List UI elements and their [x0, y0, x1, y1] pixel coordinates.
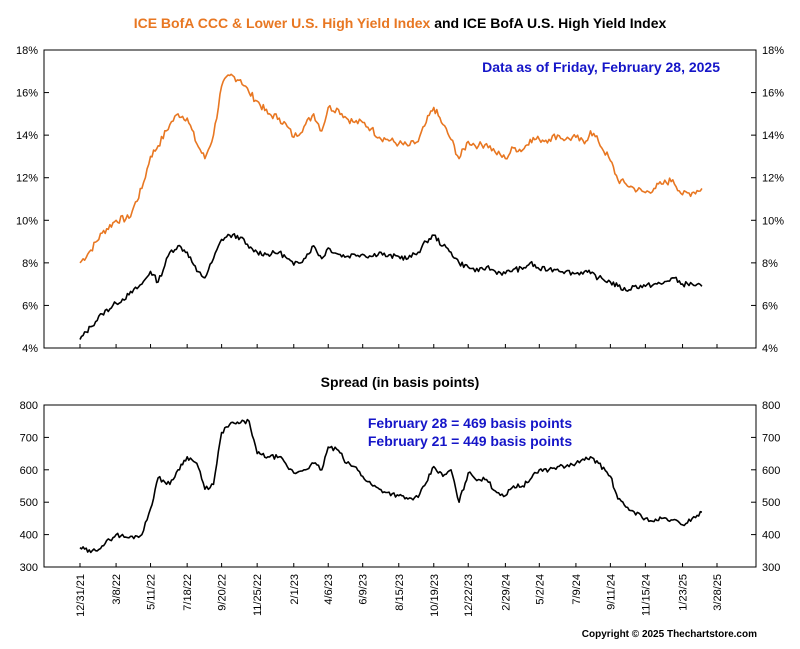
x-tick-label: 11/25/22 — [252, 574, 264, 616]
spread-y-tick-label-right: 400 — [762, 530, 780, 542]
x-tick-label: 2/1/23 — [289, 574, 301, 605]
top-y-tick-label-left: 16% — [16, 88, 38, 100]
top-y-tick-label-right: 18% — [762, 45, 784, 57]
x-tick-label: 9/20/22 — [217, 574, 229, 611]
spread-annotation-feb21: February 21 = 449 basis points — [368, 433, 572, 449]
top-y-tick-label-left: 10% — [16, 215, 38, 227]
spread-y-tick-label-left: 800 — [20, 400, 38, 412]
top-chart-title-ccc: ICE BofA CCC & Lower U.S. High Yield Ind… — [134, 15, 431, 31]
x-tick-label: 3/28/25 — [712, 574, 724, 611]
top-x-tick-marks — [79, 344, 718, 348]
x-tick-label: 5/11/22 — [146, 574, 158, 610]
x-tick-label: 2/29/24 — [500, 574, 512, 611]
top-chart-title: ICE BofA CCC & Lower U.S. High Yield Ind… — [134, 15, 667, 31]
top-y-tick-label-right: 12% — [762, 173, 784, 185]
top-plot-frame — [43, 49, 757, 349]
x-tick-label: 6/9/23 — [358, 574, 370, 605]
top-chart-title-hy: and ICE BofA U.S. High Yield Index — [430, 15, 666, 31]
spread-y-tick-label-left: 500 — [20, 497, 38, 509]
top-y-tick-label-right: 14% — [762, 130, 784, 142]
spread-y-tick-label-left: 400 — [20, 530, 38, 542]
top-y-tick-label-right: 4% — [762, 343, 778, 355]
x-tick-label: 4/6/23 — [323, 574, 335, 605]
top-y-tick-label-right: 10% — [762, 215, 784, 227]
spread-y-tick-label-left: 600 — [20, 465, 38, 477]
spread-line — [79, 418, 703, 554]
spread-y-axis-left: 300 400 500 600 700 800 — [20, 400, 49, 574]
x-tick-label: 9/11/24 — [605, 574, 617, 610]
data-as-of-annotation: Data as of Friday, February 28, 2025 — [482, 59, 720, 75]
top-y-tick-label-right: 8% — [762, 258, 778, 270]
top-y-tick-label-right: 6% — [762, 300, 778, 312]
x-tick-label: 11/15/24 — [640, 574, 652, 616]
x-tick-label: 1/23/25 — [678, 574, 690, 611]
top-y-axis-right: 4% 6% 8% 10% 12% 14% 16% 18% — [751, 45, 784, 355]
x-tick-label: 7/9/24 — [571, 574, 583, 605]
copyright-text: Copyright © 2025 Thechartstore.com — [582, 629, 757, 640]
spread-chart-title: Spread (in basis points) — [321, 374, 480, 390]
spread-y-tick-label-right: 600 — [762, 465, 780, 477]
spread-y-tick-label-right: 700 — [762, 432, 780, 444]
top-y-tick-label-left: 6% — [22, 300, 38, 312]
hy-index-line — [79, 233, 703, 340]
spread-annotation-feb28: February 28 = 469 basis points — [368, 415, 572, 431]
top-y-tick-label-left: 4% — [22, 343, 38, 355]
ccc-index-line — [79, 73, 703, 264]
top-y-axis-left: 4% 6% 8% 10% 12% 14% 16% 18% — [16, 45, 49, 355]
top-y-tick-label-left: 8% — [22, 258, 38, 270]
spread-y-tick-label-left: 300 — [20, 562, 38, 574]
spread-plot-frame — [43, 404, 757, 568]
x-tick-label: 12/22/23 — [463, 574, 475, 617]
spread-y-tick-label-right: 800 — [762, 400, 780, 412]
x-tick-label: 12/31/21 — [75, 574, 87, 617]
top-y-tick-label-right: 16% — [762, 88, 784, 100]
x-tick-label: 5/2/24 — [534, 574, 546, 605]
spread-y-axis-right: 300 400 500 600 700 800 — [751, 400, 780, 574]
top-y-tick-label-left: 18% — [16, 45, 38, 57]
x-axis-labels: 12/31/21 3/8/22 5/11/22 7/18/22 9/20/22 11/25… — [75, 574, 724, 617]
spread-y-tick-label-right: 300 — [762, 562, 780, 574]
spread-x-tick-marks — [79, 563, 718, 567]
spread-y-tick-label-right: 500 — [762, 497, 780, 509]
top-y-tick-label-left: 12% — [16, 173, 38, 185]
spread-y-tick-label-left: 700 — [20, 432, 38, 444]
x-tick-label: 3/8/22 — [111, 574, 123, 605]
x-tick-label: 10/19/23 — [429, 574, 441, 617]
x-tick-label: 8/15/23 — [394, 574, 406, 611]
top-y-tick-label-left: 14% — [16, 130, 38, 142]
x-tick-label: 7/18/22 — [182, 574, 194, 611]
